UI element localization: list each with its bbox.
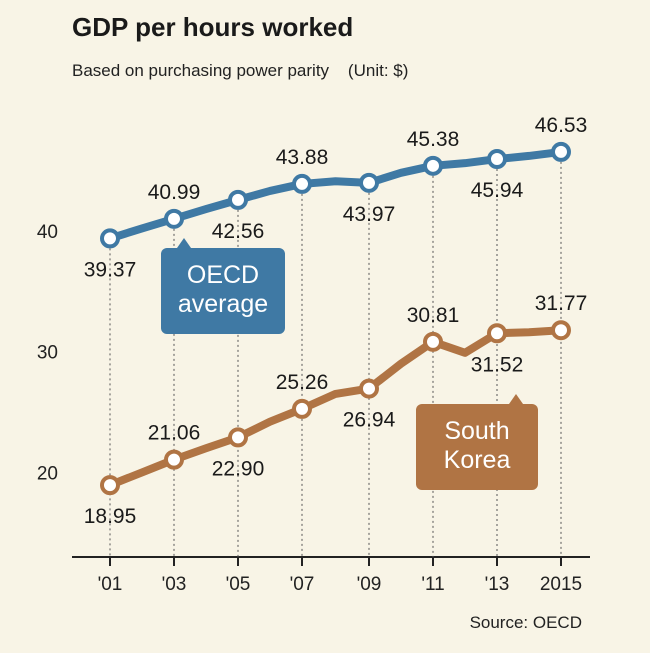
data-label: 18.95 [84,505,137,528]
x-tick-label: 2015 [540,574,582,595]
source-note: Source: OECD [469,613,582,632]
data-point [164,208,184,229]
data-label: 43.97 [343,203,396,226]
data-point [292,173,312,194]
data-point [551,320,571,341]
chart-title: GDP per hours worked [72,12,354,42]
data-label: 42.56 [212,220,265,243]
data-point [551,141,571,162]
series-line [106,326,565,490]
legend-pointer [509,394,523,404]
legend-label: South [444,417,509,445]
data-point [228,189,248,210]
x-tick-label: '05 [226,574,251,595]
x-tick-label: '11 [421,574,444,595]
legend-pointer [177,238,191,248]
data-point [100,475,120,496]
data-label: 40.99 [148,181,201,204]
data-point [423,155,443,176]
x-tick-label: '09 [357,574,382,595]
x-tick-label: '01 [98,574,123,595]
x-tick-label: '07 [290,574,315,595]
legend-label: OECD [187,261,259,289]
data-point [228,427,248,448]
series-line [106,147,565,243]
legend-label: average [178,290,268,318]
y-tick-label: 40 [37,222,58,243]
data-point [100,228,120,249]
legend-box [161,248,285,334]
chart-subtitle: Based on purchasing power parity (Unit: … [72,61,409,80]
data-label: 25.26 [276,371,329,394]
series-south-korea: 18.95 21.06 22.90 25.26 26.94 30.81 31.52 31.77 [84,292,588,528]
data-point [359,172,379,193]
legend-label: Korea [444,446,511,474]
data-label: 21.06 [148,422,201,445]
data-label: 31.77 [535,292,588,315]
data-label: 45.38 [407,128,460,151]
x-tick-label: '03 [162,574,187,595]
data-label: 30.81 [407,304,460,327]
series-oecd-average: 39.37 40.99 42.56 43.88 43.97 45.38 45.94 46.53 [84,114,588,282]
legend-box [416,404,538,490]
x-tick-label: '13 [485,574,510,595]
data-point [487,149,507,170]
data-point [359,378,379,399]
data-label: 26.94 [343,409,396,432]
data-label: 45.94 [471,179,524,202]
data-label: 43.88 [276,146,329,169]
y-tick-labels: 20 30 40 [37,222,58,485]
data-label: 46.53 [535,114,588,137]
data-point [164,449,184,470]
data-point [487,323,507,344]
data-point [292,398,312,419]
data-label: 39.37 [84,258,137,281]
data-point [423,331,443,352]
x-tick-labels: '01 '03 '05 '07 '09 '11 '13 2015 [98,557,582,595]
y-tick-label: 20 [37,463,58,484]
series-group: 39.37 40.99 42.56 43.88 43.97 45.38 45.94 46.53… [84,114,588,528]
data-label: 31.52 [471,353,524,376]
data-label: 22.90 [212,457,265,480]
y-tick-label: 30 [37,343,58,364]
